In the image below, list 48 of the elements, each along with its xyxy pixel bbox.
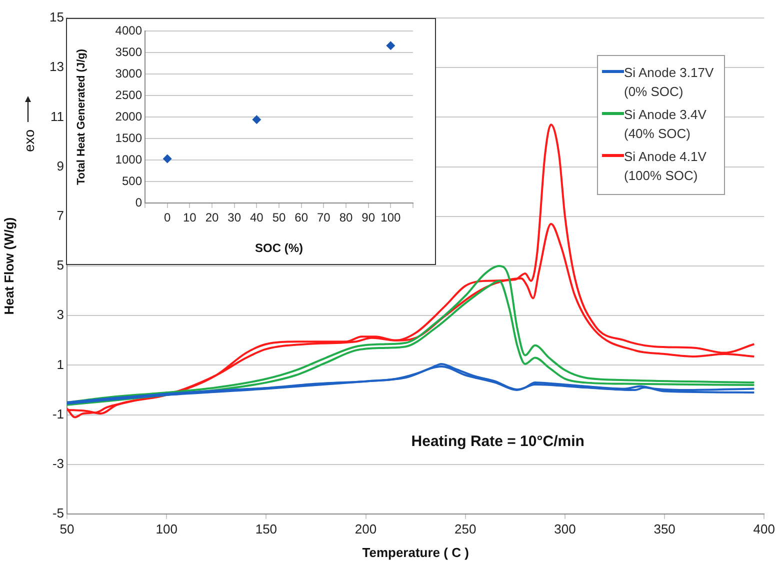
y-tick-label: -3 <box>52 456 64 471</box>
x-tick-label: 100 <box>156 521 178 536</box>
x-tick-label: 30 <box>228 210 242 225</box>
x-tick-label: 200 <box>354 521 377 536</box>
y-axis-title: Total Heat Generated (J/g) <box>76 48 88 186</box>
x-tick-label: 50 <box>272 210 286 225</box>
y-tick-label: 1 <box>56 356 64 372</box>
y-tick-label: 2000 <box>115 109 142 124</box>
y-tick-label: 13 <box>50 59 64 74</box>
x-tick-label: 70 <box>316 210 331 225</box>
x-tick-label: 100 <box>380 210 401 225</box>
x-tick-label: 90 <box>362 210 376 225</box>
text: exo <box>21 129 37 152</box>
legend-label: Si Anode 3.4V (40% SOC) <box>624 106 708 143</box>
x-tick-label: 50 <box>60 521 74 536</box>
y-axis-title: Heat Flow (W/g) <box>1 217 16 315</box>
x-tick-label: 60 <box>294 210 308 225</box>
y-tick-label: -1 <box>52 406 64 422</box>
y-tick-label: 4000 <box>115 23 142 38</box>
legend-label: Si Anode 3.17V (0% SOC) <box>624 64 715 101</box>
x-tick-label: 0 <box>164 210 171 225</box>
y-tick-label: 3000 <box>115 66 142 80</box>
y-tick-label: 0 <box>135 195 142 210</box>
y-tick-label: 1000 <box>115 152 142 166</box>
y-tick-label: 7 <box>56 208 64 223</box>
y-tick-label: 1500 <box>115 130 142 145</box>
y-tick-label: 3500 <box>115 44 142 59</box>
x-tick-label: 350 <box>654 521 676 536</box>
y-tick-label: 5 <box>56 258 64 273</box>
x-tick-label: 400 <box>753 521 776 536</box>
y-tick-label: -5 <box>52 506 64 521</box>
x-tick-label: 80 <box>339 210 353 225</box>
legend-label: Si Anode 4.1V (100% SOC) <box>624 148 708 185</box>
x-tick-label: 150 <box>255 521 278 536</box>
annotation: Heating Rate = 10°C/min <box>411 433 584 450</box>
y-tick-label: 500 <box>122 174 142 188</box>
y-tick-label: 11 <box>50 108 64 124</box>
x-axis-title: Temperature ( C ) <box>362 544 469 560</box>
x-tick-label: 250 <box>454 521 476 536</box>
y-tick-label: 2500 <box>115 88 142 102</box>
x-tick-label: 10 <box>182 210 197 225</box>
y-tick-label: 9 <box>56 158 64 174</box>
x-tick-label: 300 <box>554 521 576 536</box>
x-tick-label: 20 <box>205 210 219 225</box>
x-tick-label: 40 <box>250 210 264 225</box>
y-tick-label: 3 <box>56 307 64 322</box>
y-tick-label: 15 <box>50 10 64 25</box>
x-axis-title: SOC (%) <box>255 241 304 256</box>
